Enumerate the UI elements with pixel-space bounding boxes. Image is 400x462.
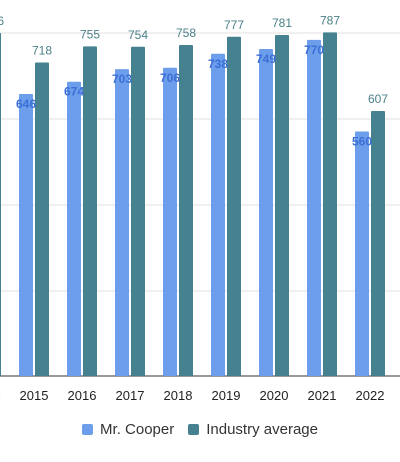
- data-label-mr-cooper-2016: 674: [64, 85, 84, 99]
- bar-industry-average-2017: [131, 46, 145, 377]
- legend-swatch-industry-average: [188, 423, 200, 435]
- bar-industry-average-2015: [35, 62, 49, 376]
- bar-mr-cooper-2018: [163, 67, 177, 376]
- data-label-mr-cooper-2022: 560: [352, 135, 372, 149]
- x-tick-2022: 2022: [356, 388, 385, 403]
- bar-industry-average-2019: [227, 36, 241, 376]
- data-label-mr-cooper-2020: 749: [256, 52, 276, 66]
- bar-mr-cooper-2017: [115, 69, 129, 377]
- data-label-industry-average-2014: 786: [0, 14, 4, 28]
- bar-mr-cooper-2022: [355, 131, 369, 376]
- bar-industry-average-2014: [0, 32, 1, 376]
- legend-label-industry-average: Industry average: [206, 420, 318, 438]
- bar-mr-cooper-2015: [19, 93, 33, 377]
- x-tick-2017: 2017: [116, 388, 145, 403]
- legend-item-mr-cooper[interactable]: Mr. Cooper: [82, 421, 174, 438]
- bar-industry-average-2022: [371, 110, 385, 377]
- x-axis-ticks: 201420152016201720182019202020212022: [0, 388, 384, 403]
- data-label-industry-average-2020: 781: [272, 16, 292, 30]
- bar-industry-average-2018: [179, 45, 193, 377]
- x-tick-2021: 2021: [308, 388, 337, 403]
- bar-industry-average-2020: [275, 35, 289, 376]
- data-label-mr-cooper-2021: 770: [304, 43, 324, 57]
- bar-industry-average-2016: [83, 46, 97, 376]
- data-label-mr-cooper-2015: 646: [16, 97, 36, 111]
- bars: [0, 32, 385, 377]
- data-label-mr-cooper-2019: 738: [208, 57, 228, 71]
- data-label-industry-average-2022: 607: [368, 92, 388, 106]
- data-label-mr-cooper-2017: 703: [112, 72, 132, 86]
- x-tick-2015: 2015: [20, 388, 49, 403]
- data-label-industry-average-2017: 754: [128, 28, 148, 42]
- gridlines: [0, 32, 400, 377]
- data-label-industry-average-2015: 718: [32, 44, 52, 58]
- legend-item-industry-average[interactable]: Industry average: [188, 421, 318, 438]
- x-tick-2020: 2020: [260, 388, 289, 403]
- x-tick-2019: 2019: [212, 388, 241, 403]
- value-labels: 5786646718674755703754706758738777749781…: [0, 13, 388, 148]
- data-label-industry-average-2019: 777: [224, 18, 244, 32]
- bar-mr-cooper-2019: [211, 53, 225, 377]
- x-tick-2018: 2018: [164, 388, 193, 403]
- legend-label-mr-cooper: Mr. Cooper: [100, 420, 175, 438]
- legend: Mr. Cooper Industry average: [0, 418, 400, 440]
- data-label-industry-average-2021: 787: [320, 13, 340, 27]
- data-label-industry-average-2016: 755: [80, 27, 100, 41]
- data-label-industry-average-2018: 758: [176, 26, 196, 40]
- x-tick-2016: 2016: [68, 388, 97, 403]
- bar-mr-cooper-2021: [307, 39, 321, 377]
- bar-industry-average-2021: [323, 32, 337, 376]
- bar-mr-cooper-2016: [67, 81, 81, 376]
- bar-mr-cooper-2020: [259, 48, 273, 376]
- legend-swatch-mr-cooper: [82, 423, 94, 435]
- data-label-mr-cooper-2018: 706: [160, 71, 180, 85]
